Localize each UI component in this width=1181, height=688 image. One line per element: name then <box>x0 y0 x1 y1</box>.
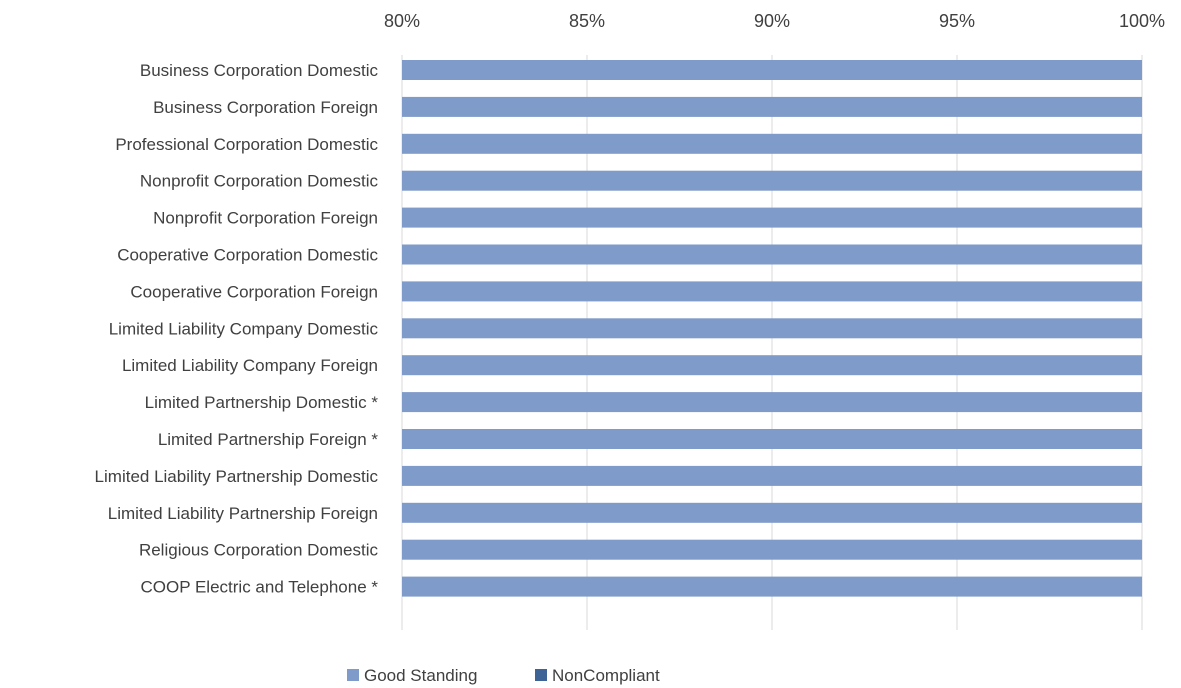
x-tick-label: 85% <box>569 11 605 31</box>
legend-swatch <box>347 669 359 681</box>
bar-good-standing <box>402 133 1142 154</box>
x-tick-label: 80% <box>384 11 420 31</box>
category-label: Cooperative Corporation Foreign <box>130 282 378 301</box>
category-label: COOP Electric and Telephone * <box>140 578 378 597</box>
x-tick-label: 90% <box>754 11 790 31</box>
bar-good-standing <box>402 465 1142 486</box>
category-label: Professional Corporation Domestic <box>115 135 378 154</box>
category-label: Business Corporation Foreign <box>153 98 378 117</box>
category-label: Nonprofit Corporation Foreign <box>153 209 378 228</box>
bar-good-standing <box>402 96 1142 117</box>
legend: Good Standing NonCompliant <box>347 666 660 685</box>
bar-good-standing <box>402 281 1142 302</box>
bar-good-standing <box>402 170 1142 191</box>
category-label: Limited Liability Company Foreign <box>122 356 378 375</box>
bar-good-standing <box>402 207 1142 228</box>
category-label: Limited Partnership Foreign * <box>158 430 379 449</box>
category-label: Limited Partnership Domestic * <box>145 393 379 412</box>
category-label: Cooperative Corporation Domestic <box>117 246 378 265</box>
legend-label: NonCompliant <box>552 666 660 685</box>
category-label: Limited Liability Company Domestic <box>109 319 379 338</box>
category-label: Limited Liability Partnership Domestic <box>95 467 379 486</box>
bar-good-standing <box>402 576 1142 597</box>
bars <box>402 60 1142 597</box>
legend-swatch <box>535 669 547 681</box>
category-label: Nonprofit Corporation Domestic <box>140 172 379 191</box>
x-tick-label: 95% <box>939 11 975 31</box>
bar-good-standing <box>402 244 1142 265</box>
bar-good-standing <box>402 429 1142 449</box>
category-labels: Business Corporation Domestic Business Co… <box>95 61 379 597</box>
bar-good-standing <box>402 60 1142 80</box>
x-tick-label: 100% <box>1119 11 1165 31</box>
bar-good-standing <box>402 502 1142 523</box>
bar-good-standing <box>402 392 1142 413</box>
legend-label: Good Standing <box>364 666 477 685</box>
category-label: Business Corporation Domestic <box>140 61 379 80</box>
bar-good-standing <box>402 539 1142 560</box>
category-label: Limited Liability Partnership Foreign <box>108 504 378 523</box>
category-label: Religious Corporation Domestic <box>139 541 379 560</box>
bar-good-standing <box>402 318 1142 339</box>
x-axis-ticks: 80% 85% 90% 95% 100% <box>384 11 1165 31</box>
bar-good-standing <box>402 355 1142 376</box>
